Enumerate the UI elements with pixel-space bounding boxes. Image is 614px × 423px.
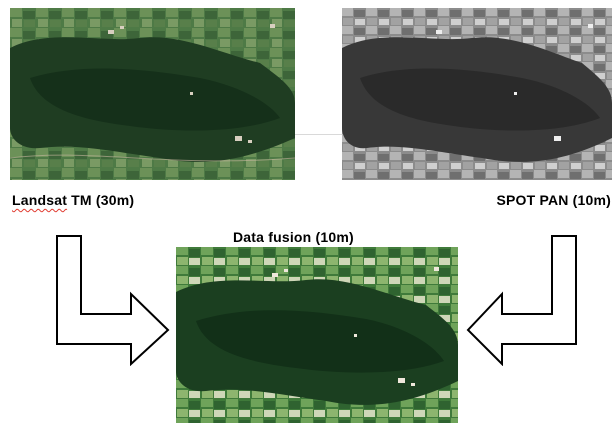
fusion-label: Data fusion (10m): [233, 229, 354, 245]
data-fusion-image: [176, 247, 458, 423]
arrow-right-icon: [56, 235, 170, 366]
arrow-left-icon: [466, 235, 577, 366]
connector-line: [295, 134, 342, 135]
spot-pan-image: [342, 8, 612, 180]
landsat-label-rest: TM (30m): [67, 192, 135, 208]
landsat-label-name: Landsat: [12, 192, 68, 208]
landsat-label: Landsat TM (30m): [12, 192, 134, 208]
spot-label: SPOT PAN (10m): [496, 192, 611, 208]
landsat-tm-image: [10, 8, 295, 180]
